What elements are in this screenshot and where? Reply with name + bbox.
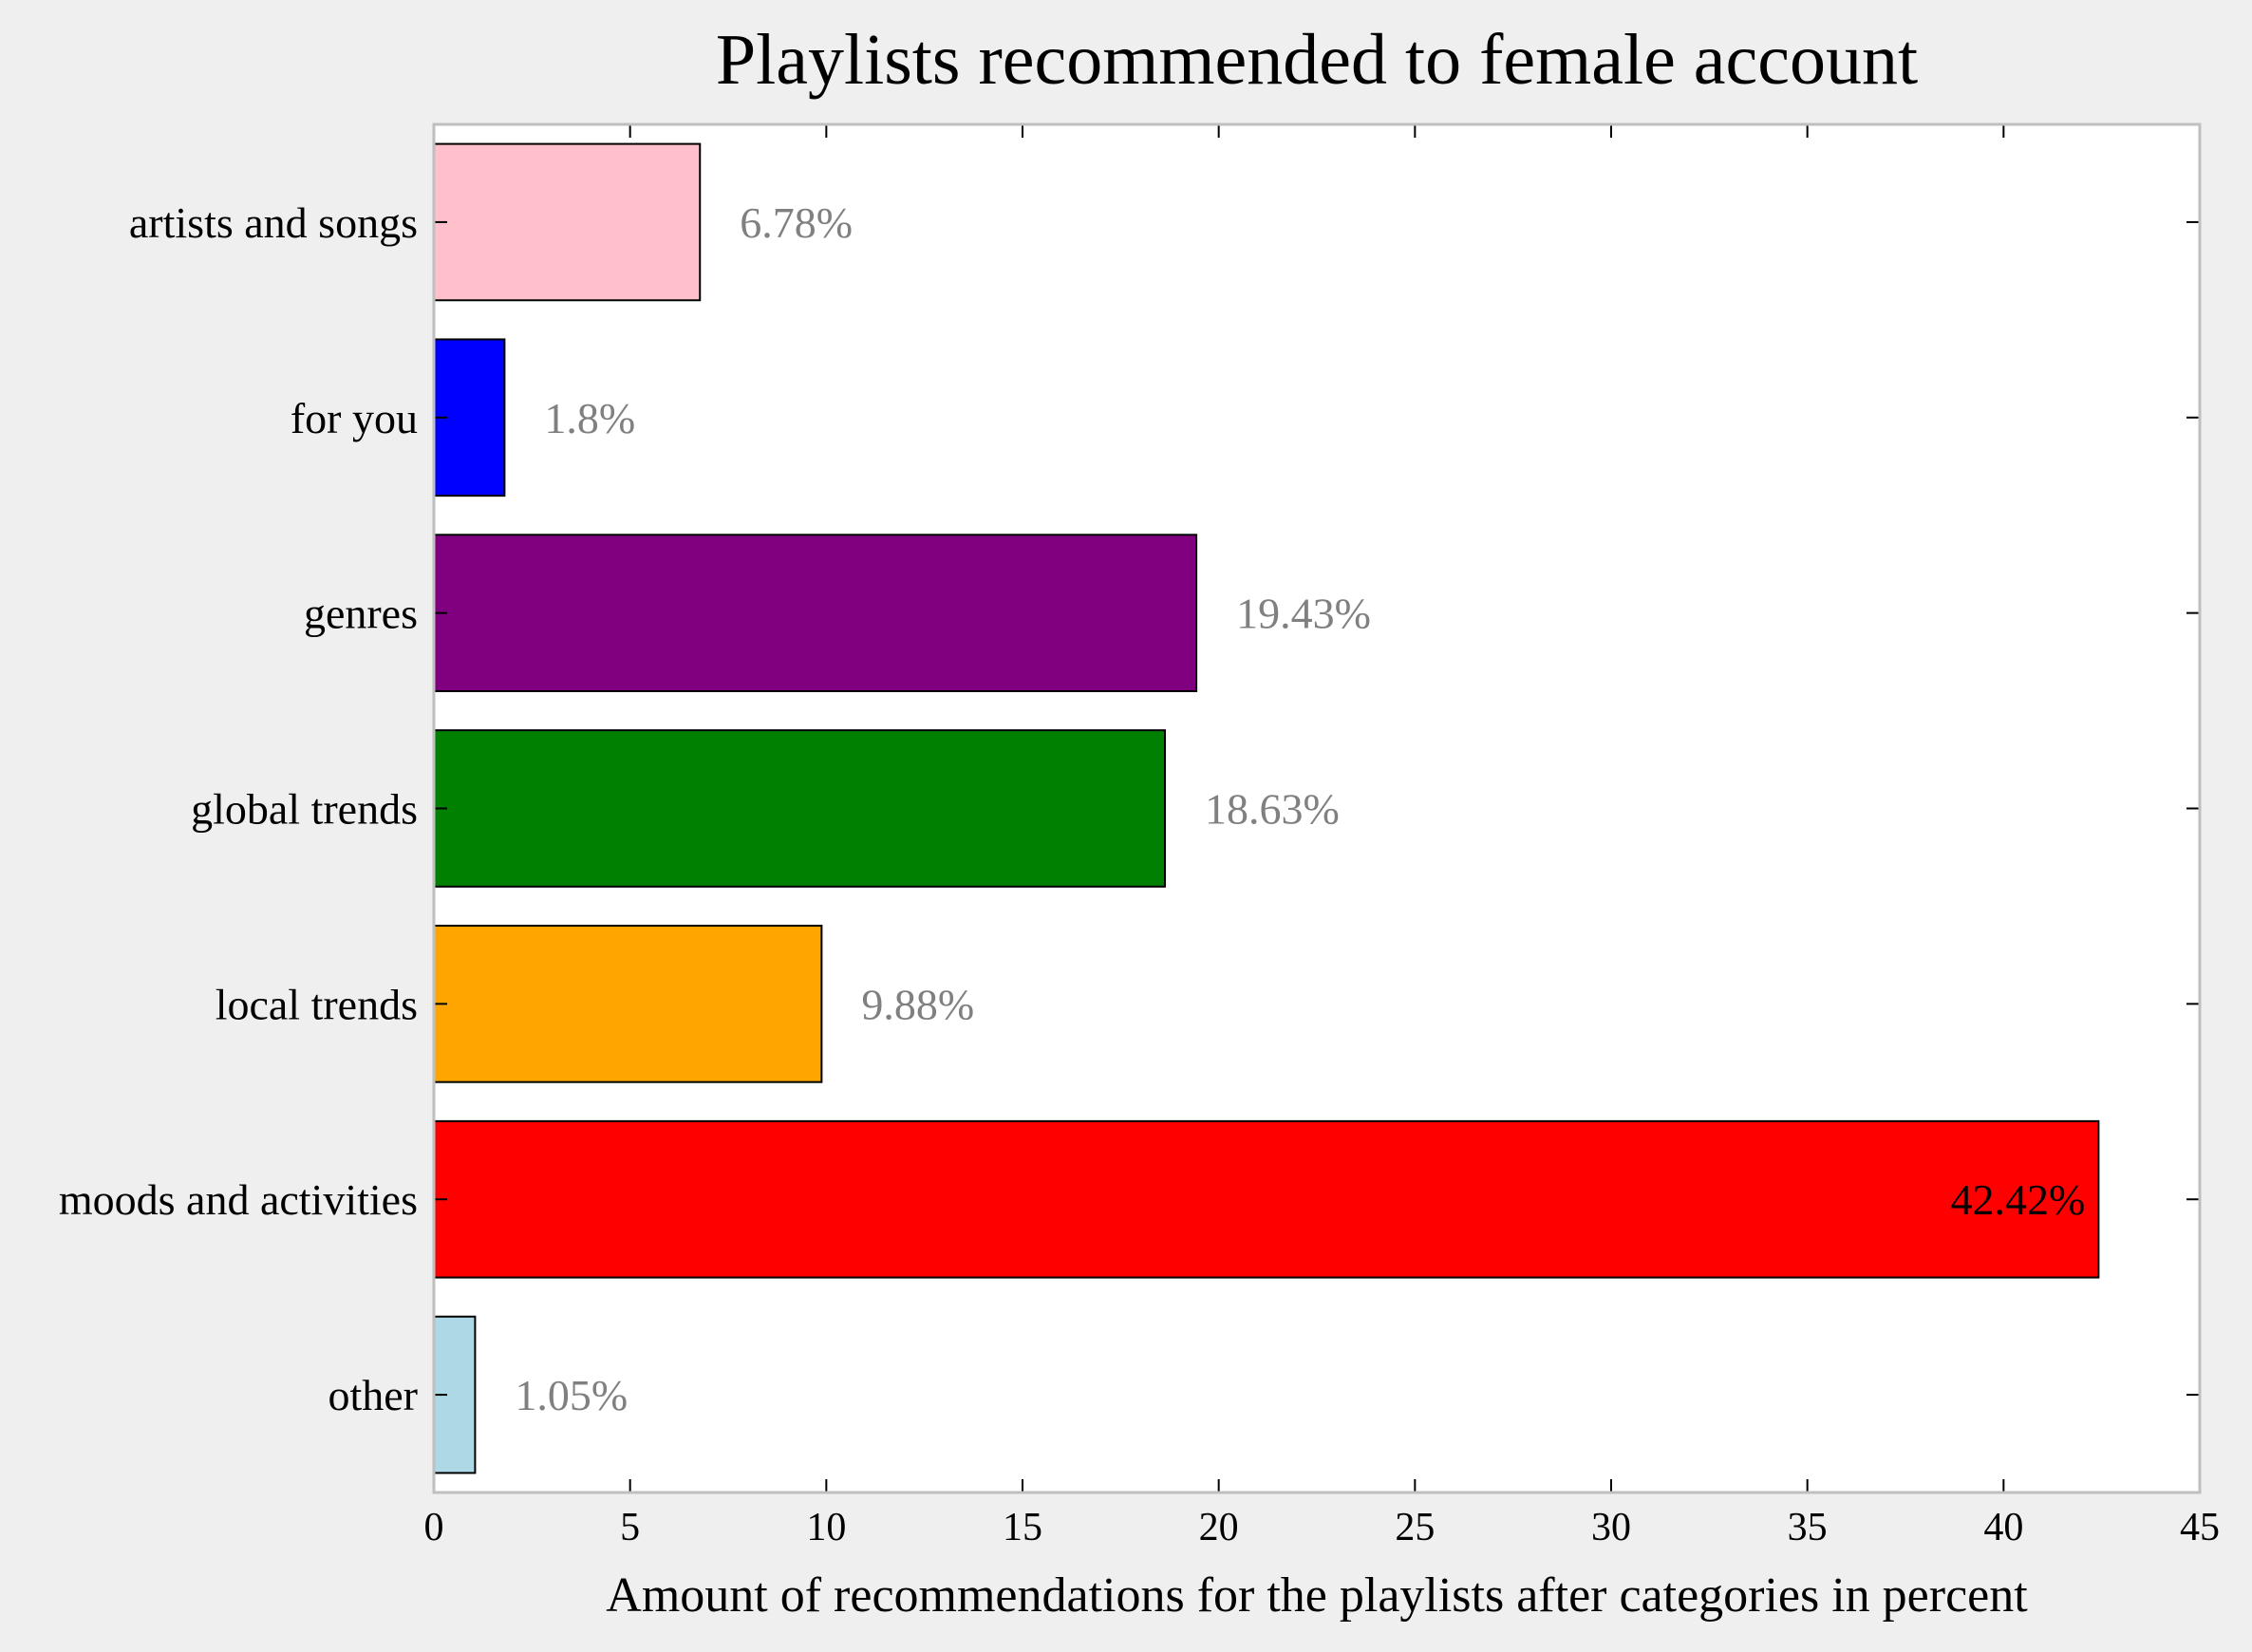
x-tick-label: 30 <box>1591 1506 1631 1549</box>
x-tick-label: 10 <box>806 1506 846 1549</box>
y-tick-label-artists-and-songs: artists and songs <box>129 198 418 247</box>
x-tick-label: 20 <box>1199 1506 1239 1549</box>
plot-frame <box>432 122 2202 1494</box>
value-label-artists-and-songs: 6.78% <box>740 198 853 247</box>
bar-artists-and-songs <box>433 142 702 302</box>
y-tick-label-other: other <box>328 1371 418 1419</box>
value-label-moods-and-activities: 42.42% <box>1951 1175 2086 1224</box>
y-tick-label-local-trends: local trends <box>216 980 418 1028</box>
value-label-other: 1.05% <box>515 1371 628 1419</box>
x-tick-label: 25 <box>1395 1506 1435 1549</box>
x-axis-label: Amount of recommendations for the playli… <box>606 1568 2028 1623</box>
x-tick-label: 0 <box>424 1506 444 1549</box>
x-tick-label: 15 <box>1003 1506 1042 1549</box>
bar-moods-and-activities <box>433 1119 2100 1279</box>
bar-local-trends <box>433 925 823 1083</box>
chart-title: Playlists recommended to female account <box>716 20 1918 100</box>
y-tick-label-moods-and-activities: moods and activities <box>59 1175 418 1224</box>
bar-global-trends <box>433 729 1167 888</box>
value-label-for-you: 1.8% <box>544 394 635 442</box>
y-tick-label-global-trends: global trends <box>191 785 418 834</box>
y-tick-label-for-you: for you <box>291 394 418 442</box>
x-tick-label: 40 <box>1983 1506 2023 1549</box>
bar-genres <box>433 534 1198 692</box>
x-tick-label: 35 <box>1788 1506 1828 1549</box>
value-label-global-trends: 18.63% <box>1205 785 1340 834</box>
y-tick-label-genres: genres <box>304 590 418 638</box>
value-label-genres: 19.43% <box>1236 590 1371 638</box>
value-label-local-trends: 9.88% <box>861 980 974 1028</box>
x-tick-label: 5 <box>620 1506 640 1549</box>
x-tick-label: 45 <box>2180 1506 2220 1549</box>
